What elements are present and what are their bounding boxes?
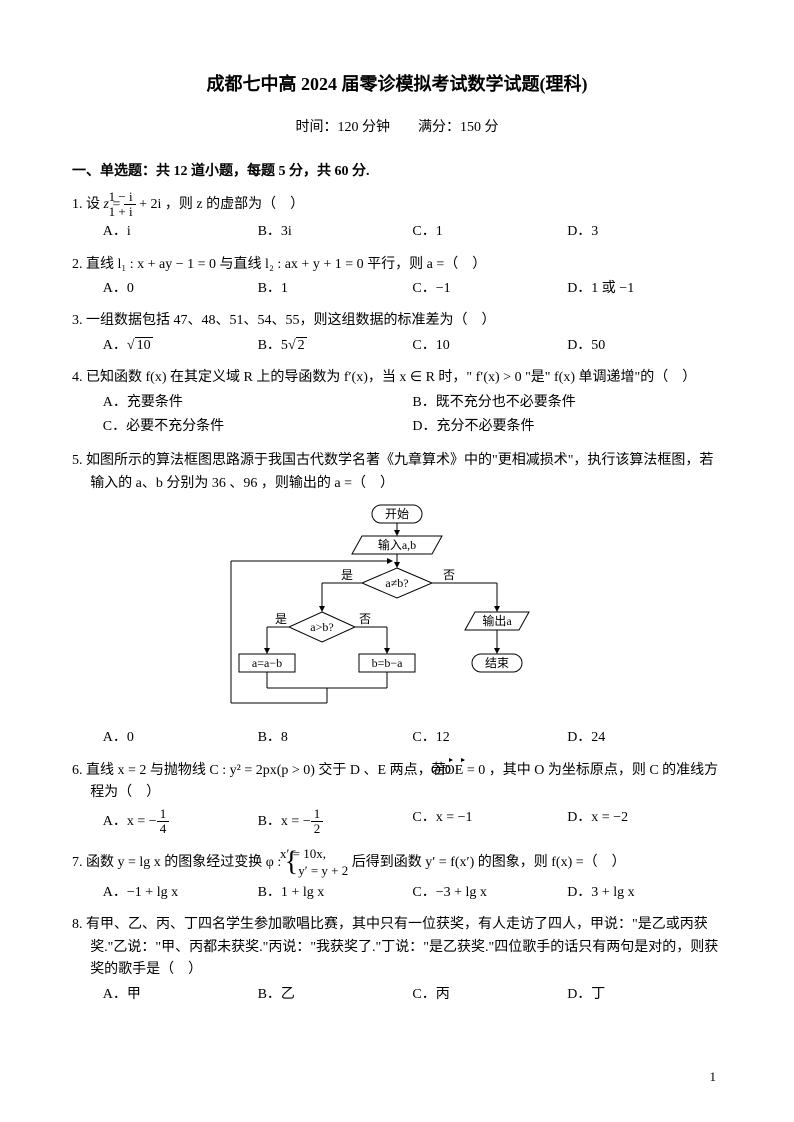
question-5: 5. 如图所示的算法框图思路源于我国古代数学名著《九章算术》中的"更相减损术"，…	[72, 450, 722, 750]
q7-options: A．−1 + lg x B．1 + lg x C．−3 + lg x D．3 +…	[72, 882, 722, 904]
q1-opt-d: D．3	[567, 221, 722, 243]
svg-text:否: 否	[359, 612, 371, 626]
q6-opt-c: C．x = −1	[412, 807, 567, 837]
q4-opt-b: B．既不充分也不必要条件	[412, 392, 722, 414]
q5-opt-d: D．24	[567, 727, 722, 749]
q6-options: A．x = −14 B．x = −12 C．x = −1 D．x = −2	[72, 807, 722, 837]
q8-opt-a: A．甲	[103, 984, 258, 1006]
q1-opt-a: A．i	[103, 221, 258, 243]
q6-opt-d: D．x = −2	[567, 807, 722, 837]
q5-options: A．0 B．8 C．12 D．24	[72, 727, 722, 749]
svg-text:a≠b?: a≠b?	[385, 576, 408, 590]
q7-opt-c: C．−3 + lg x	[412, 882, 567, 904]
q5-opt-c: C．12	[412, 727, 567, 749]
q1-options: A．i B．3i C．1 D．3	[72, 221, 722, 243]
exam-info: 时间：120 分钟 满分：150 分	[72, 117, 722, 139]
q3-opt-c: C．10	[412, 335, 567, 357]
q2-stem: 2. 直线 l₁ : x + ay − 1 = 0 与直线 l₂ : ax + …	[72, 254, 722, 276]
q7-system: x′ = 10x,y′ = y + 2	[298, 846, 348, 880]
section-1-heading: 一、单选题：共 12 道小题，每题 5 分，共 60 分.	[72, 161, 722, 183]
svg-text:否: 否	[443, 568, 455, 582]
q4-stem: 4. 已知函数 f(x) 在其定义域 R 上的导函数为 f′(x)，当 x ∈ …	[72, 367, 722, 389]
q2-opt-c: C．−1	[412, 278, 567, 300]
q8-opt-c: C．丙	[412, 984, 567, 1006]
q6-opt-a: A．x = −14	[103, 807, 258, 837]
q1-fraction: 1 − i 1 + i	[124, 190, 136, 220]
q3-opt-a: A．10	[103, 335, 258, 357]
svg-text:输入a,b: 输入a,b	[378, 537, 416, 552]
q2-opt-b: B．1	[258, 278, 413, 300]
q4-opt-c: C．必要不充分条件	[103, 416, 413, 438]
q3-opt-b: B．52	[258, 335, 413, 357]
q4-options: A．充要条件 B．既不充分也不必要条件 C．必要不充分条件 D．充分不必要条件	[72, 392, 722, 441]
svg-text:是: 是	[275, 612, 287, 626]
svg-text:a=a−b: a=a−b	[252, 656, 282, 670]
q5-opt-a: A．0	[103, 727, 258, 749]
sqrt-icon: 10	[127, 335, 153, 357]
question-8: 8. 有甲、乙、丙、丁四名学生参加歌唱比赛，其中只有一位获奖，有人走访了四人，甲…	[72, 914, 722, 1006]
sqrt-icon: 2	[288, 335, 307, 357]
q1-opt-c: C．1	[412, 221, 567, 243]
q5-opt-b: B．8	[258, 727, 413, 749]
q2-opt-d: D．1 或 −1	[567, 278, 722, 300]
q7-stem: 7. 函数 y = lg x 的图象经过变换 φ : {x′ = 10x,y′ …	[72, 846, 722, 880]
q8-options: A．甲 B．乙 C．丙 D．丁	[72, 984, 722, 1006]
svg-text:输出a: 输出a	[482, 613, 512, 628]
q7-opt-a: A．−1 + lg x	[103, 882, 258, 904]
q7-opt-d: D．3 + lg x	[567, 882, 722, 904]
q4-opt-d: D．充分不必要条件	[412, 416, 722, 438]
q3-options: A．10 B．52 C．10 D．50	[72, 335, 722, 357]
question-2: 2. 直线 l₁ : x + ay − 1 = 0 与直线 l₂ : ax + …	[72, 254, 722, 301]
question-4: 4. 已知函数 f(x) 在其定义域 R 上的导函数为 f′(x)，当 x ∈ …	[72, 367, 722, 440]
question-6: 6. 直线 x = 2 与抛物线 C : y² = 2px(p > 0) 交于 …	[72, 760, 722, 836]
q3-opt-d: D．50	[567, 335, 722, 357]
q2-opt-a: A．0	[103, 278, 258, 300]
q8-opt-b: B．乙	[258, 984, 413, 1006]
q6-opt-b: B．x = −12	[258, 807, 413, 837]
svg-text:a>b?: a>b?	[310, 620, 333, 634]
q8-stem: 8. 有甲、乙、丙、丁四名学生参加歌唱比赛，其中只有一位获奖，有人走访了四人，甲…	[72, 914, 722, 981]
q4-opt-a: A．充要条件	[103, 392, 413, 414]
q1-stem-pre: 1. 设	[72, 197, 104, 212]
q8-opt-d: D．丁	[567, 984, 722, 1006]
question-1: 1. 设 z = 1 − i 1 + i + 2i ，则 z 的虚部为（ ） A…	[72, 190, 722, 244]
q2-options: A．0 B．1 C．−1 D．1 或 −1	[72, 278, 722, 300]
q3-stem: 3. 一组数据包括 47、48、51、54、55，则这组数据的标准差为（ ）	[72, 310, 722, 332]
question-7: 7. 函数 y = lg x 的图象经过变换 φ : {x′ = 10x,y′ …	[72, 846, 722, 904]
question-3: 3. 一组数据包括 47、48、51、54、55，则这组数据的标准差为（ ） A…	[72, 310, 722, 357]
q1-stem-post: + 2i ，则 z 的虚部为（ ）	[139, 197, 304, 212]
q1-stem: 1. 设 z = 1 − i 1 + i + 2i ，则 z 的虚部为（ ）	[72, 190, 722, 220]
q5-stem: 5. 如图所示的算法框图思路源于我国古代数学名著《九章算术》中的"更相减损术"，…	[72, 450, 722, 495]
svg-text:开始: 开始	[385, 507, 409, 521]
q6-stem: 6. 直线 x = 2 与抛物线 C : y² = 2px(p > 0) 交于 …	[72, 760, 722, 805]
q1-opt-b: B．3i	[258, 221, 413, 243]
flowchart-diagram: 开始 输入a,b a≠b? 是 否 a>b? 是 否	[227, 503, 567, 721]
svg-text:是: 是	[341, 568, 353, 582]
page-number: 1	[710, 1067, 717, 1088]
svg-text:b=b−a: b=b−a	[372, 656, 404, 670]
page-title: 成都七中高 2024 届零诊模拟考试数学试题(理科)	[72, 70, 722, 99]
svg-text:结束: 结束	[485, 656, 509, 670]
q7-opt-b: B．1 + lg x	[258, 882, 413, 904]
